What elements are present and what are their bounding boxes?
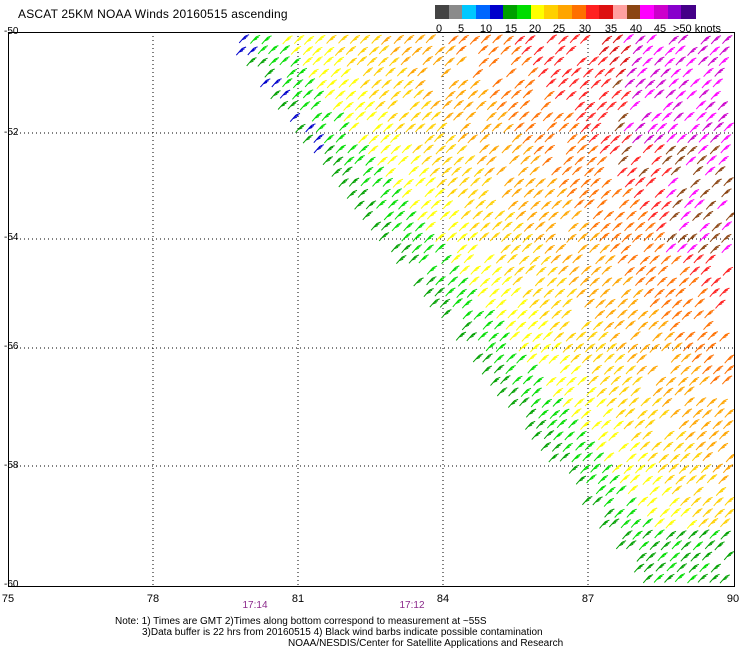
wind-barb-group [282,34,698,529]
lat-label-50: -50 [4,26,19,37]
legend-color-segment [448,5,463,19]
legend-color-segment [530,5,546,19]
legend-color-segment [653,5,669,19]
legend-color-segment [612,5,628,19]
time-label-1714: 17:14 [242,600,268,611]
legend-color-segment [626,5,641,19]
wind-barb-group [326,34,735,528]
legend-color-segment [599,5,614,19]
wind-barb-group [612,79,735,254]
lon-label-84: 84 [436,593,450,605]
legend-label: 5 [457,23,465,35]
legend-color-segment [585,5,600,19]
lat-label-60: -60 [4,579,19,590]
lat-label-58: -58 [4,460,19,471]
legend-color-segment [489,5,505,19]
map-title: ASCAT 25KM NOAA Winds 20160515 ascending [18,7,288,21]
legend-color-segment [558,5,573,19]
wind-barb-group [381,34,735,485]
wind-barb-plot [8,32,735,587]
wind-barb-group [250,34,720,584]
legend-color-segment [476,5,491,19]
time-label-1712: 17:12 [399,600,425,611]
wind-barb-group [235,34,325,154]
legend-color-segment [571,5,587,19]
legend-color-segment [517,5,532,19]
wind-barb-group [448,34,735,385]
legend-color-segment [667,5,682,19]
legend-label: 0 [435,23,443,35]
note-line-1: Note: 1) Times are GMT 2)Times along bot… [115,616,487,627]
wind-barb-group [514,34,734,309]
note-line-3: NOAA/NESDIS/Center for Satellite Applica… [288,638,564,649]
lon-label-90: 90 [726,593,740,605]
legend-color-segment [462,5,477,19]
wind-barb-group [246,57,735,584]
wind-barbs [235,34,735,584]
plot-frame [8,32,735,587]
legend-color-segment [435,5,450,19]
wind-barb-group [598,34,632,78]
lon-label-81: 81 [291,593,305,605]
wind-barb-group [624,34,733,144]
lon-label-87: 87 [581,593,595,605]
lat-label-56: -56 [4,341,19,352]
legend-color-segment [544,5,559,19]
legend-color-segment [503,5,518,19]
wind-barb-group [623,34,734,254]
lon-label-78: 78 [146,593,160,605]
lon-label-75: 75 [1,593,15,605]
legend-color-segment [681,5,696,19]
note-line-2: 3)Data buffer is 22 hrs from 20160515 4)… [142,627,543,638]
lat-label-52: -52 [4,127,19,138]
lat-label-54: -54 [4,232,19,243]
legend-color-segment [640,5,655,19]
